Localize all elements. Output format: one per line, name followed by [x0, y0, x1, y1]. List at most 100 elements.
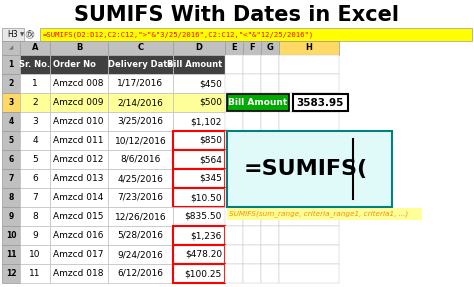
Bar [173, 264, 225, 283]
Bar [261, 245, 279, 264]
Bar [20, 264, 50, 283]
Bar [279, 245, 339, 264]
Bar [173, 245, 225, 264]
Text: 7: 7 [9, 174, 14, 183]
Bar [261, 74, 279, 93]
Text: $10.50: $10.50 [191, 193, 222, 202]
Bar [243, 226, 261, 245]
Bar [173, 93, 225, 112]
Bar [108, 93, 173, 112]
Bar [20, 74, 50, 93]
Bar [279, 188, 339, 207]
Text: B: B [76, 44, 82, 53]
Bar [243, 41, 261, 55]
Text: 1: 1 [32, 79, 38, 88]
Text: A: A [32, 44, 38, 53]
Bar [2, 150, 20, 169]
Bar [173, 245, 225, 264]
Bar [243, 264, 261, 283]
Bar [279, 55, 339, 74]
Circle shape [26, 30, 34, 38]
Text: 5: 5 [9, 136, 14, 145]
Text: 3583.95: 3583.95 [297, 98, 344, 108]
Bar [108, 41, 173, 55]
Bar [50, 245, 108, 264]
Bar [50, 188, 108, 207]
Bar [243, 207, 261, 226]
Bar [50, 264, 108, 283]
Bar [225, 245, 243, 264]
Bar [243, 188, 261, 207]
Text: C: C [137, 44, 144, 53]
Bar [108, 188, 173, 207]
Bar [20, 93, 50, 112]
Text: Amzcd 017: Amzcd 017 [53, 250, 103, 259]
Text: 12: 12 [6, 269, 16, 278]
Bar [50, 150, 108, 169]
Text: Amzcd 010: Amzcd 010 [53, 117, 103, 126]
Bar [50, 112, 108, 131]
Text: 4/25/2016: 4/25/2016 [118, 174, 164, 183]
Bar [225, 264, 243, 283]
Bar [20, 41, 50, 55]
Bar [2, 55, 20, 74]
Bar [279, 150, 339, 169]
Bar [50, 93, 108, 112]
Text: 3: 3 [32, 117, 38, 126]
Bar [2, 41, 20, 55]
Text: ▼: ▼ [20, 32, 24, 37]
Text: 9/24/2016: 9/24/2016 [118, 250, 164, 259]
Text: 8: 8 [9, 193, 14, 202]
Bar [108, 169, 173, 188]
Bar [243, 55, 261, 74]
Bar [108, 131, 173, 150]
Bar [50, 41, 108, 55]
Bar [243, 131, 261, 150]
Text: 3/25/2016: 3/25/2016 [118, 117, 164, 126]
Bar [173, 74, 225, 93]
Bar [50, 169, 108, 188]
Text: 9: 9 [32, 231, 38, 240]
Bar [225, 131, 243, 150]
Bar [243, 150, 261, 169]
Bar [173, 169, 225, 188]
Bar [173, 169, 225, 188]
Text: 4: 4 [9, 117, 14, 126]
Text: 10: 10 [6, 231, 16, 240]
Text: 1: 1 [9, 60, 14, 69]
Bar [2, 74, 20, 93]
Bar [225, 74, 243, 93]
Bar [108, 207, 173, 226]
Bar [173, 226, 225, 245]
Text: $1,102: $1,102 [191, 117, 222, 126]
Bar [50, 74, 108, 93]
Bar [108, 150, 173, 169]
Bar [227, 131, 392, 207]
Text: 9: 9 [9, 212, 14, 221]
Bar [108, 55, 173, 74]
Bar [261, 207, 279, 226]
Bar [225, 169, 243, 188]
Bar [225, 188, 243, 207]
Text: $100.25: $100.25 [185, 269, 222, 278]
Text: Amzcd 013: Amzcd 013 [53, 174, 103, 183]
Bar [108, 226, 173, 245]
Text: Amzcd 016: Amzcd 016 [53, 231, 103, 240]
Text: E: E [231, 44, 237, 53]
Text: G: G [266, 44, 273, 53]
Text: 6/12/2016: 6/12/2016 [118, 269, 164, 278]
Bar [2, 264, 20, 283]
Text: =SUMIFS(D2:D12,C2:C12,">"&"3/25/2016",C2:C12,"<"&"12/25/2016"): =SUMIFS(D2:D12,C2:C12,">"&"3/25/2016",C2… [43, 31, 314, 38]
Bar [225, 150, 243, 169]
Text: 7/23/2016: 7/23/2016 [118, 193, 164, 202]
Text: 10/12/2016: 10/12/2016 [115, 136, 166, 145]
Bar [279, 169, 339, 188]
Text: H: H [306, 44, 312, 53]
Text: 6: 6 [9, 155, 14, 164]
Bar [279, 226, 339, 245]
Bar [40, 28, 472, 41]
Text: SUMIFS(sum_range, criteria_range1, criteria1, ...): SUMIFS(sum_range, criteria_range1, crite… [229, 211, 408, 218]
Bar [279, 93, 339, 112]
Bar [2, 207, 20, 226]
Bar [2, 131, 20, 150]
